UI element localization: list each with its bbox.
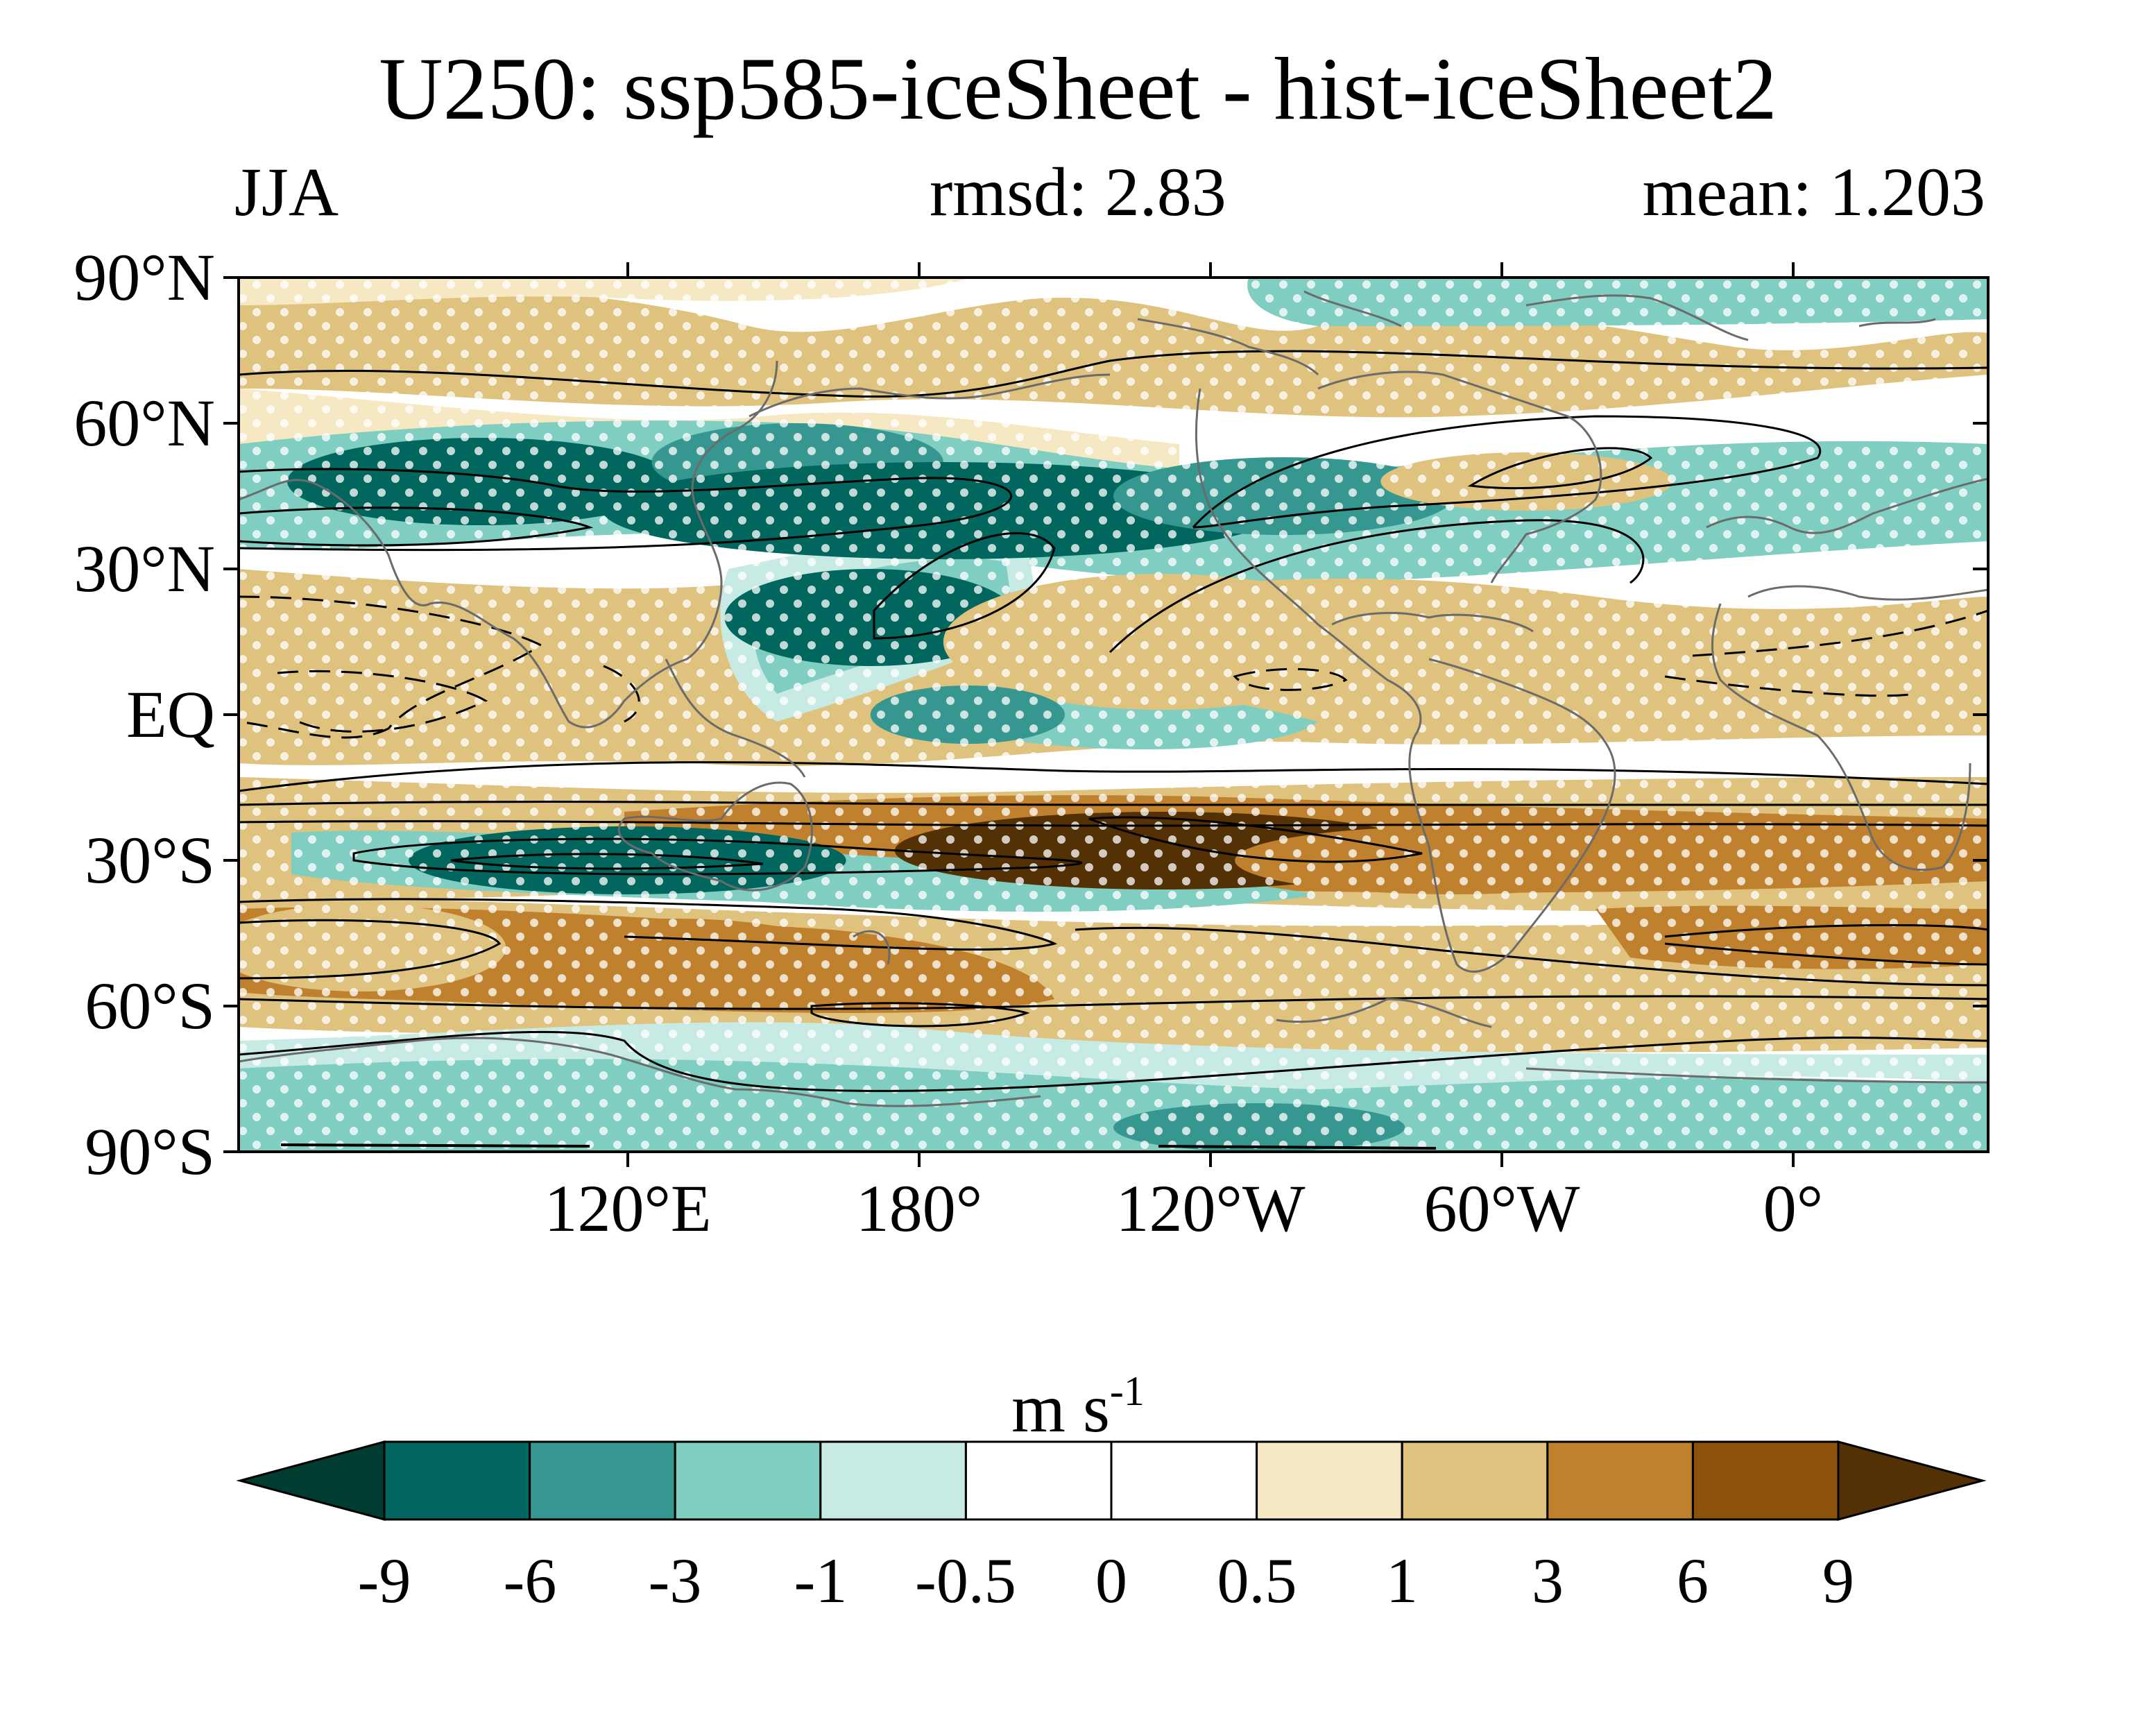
- map-area: [239, 278, 1988, 1152]
- map-ticks: [223, 262, 1988, 1167]
- colorbar-box: [819, 1440, 967, 1521]
- colorbar-label: 6: [1677, 1545, 1709, 1616]
- map-title: U250: ssp585-iceSheet - hist-iceSheet2: [379, 40, 1777, 138]
- colorbar-label: -9: [357, 1545, 411, 1616]
- lat-label-30n: 30°N: [74, 531, 215, 606]
- lat-label-90n: 90°N: [74, 240, 215, 314]
- colorbar-box: [964, 1440, 1113, 1521]
- units-base: m s: [1011, 1370, 1110, 1447]
- colorbar-label: -0.5: [915, 1545, 1016, 1616]
- colorbar-box: [1110, 1440, 1258, 1521]
- colorbar-label: -3: [648, 1545, 702, 1616]
- colorbar-label: 1: [1386, 1545, 1418, 1616]
- colorbar-box: [674, 1440, 822, 1521]
- colorbar-units: m s-1: [0, 1353, 2156, 1447]
- colorbar-boxes: [383, 1440, 1840, 1521]
- easterly-contours: [239, 595, 1988, 739]
- colorbar-box: [1691, 1440, 1840, 1521]
- coastlines: [239, 290, 1988, 1107]
- rmsd-label: rmsd: 2.83: [930, 153, 1226, 230]
- colorbar-box: [529, 1440, 676, 1521]
- units-exponent: -1: [1109, 1368, 1145, 1414]
- colorbar-label: 3: [1532, 1545, 1564, 1616]
- colorbar-box: [383, 1440, 531, 1521]
- lat-label-eq: EQ: [126, 677, 215, 751]
- climatology-contours: [239, 350, 1988, 1150]
- colorbar-box: [1401, 1440, 1549, 1521]
- season-label: JJA: [234, 153, 339, 230]
- colorbar: [236, 1440, 1987, 1521]
- colorbar-label: -1: [794, 1545, 848, 1616]
- colorbar-max-extension: [1837, 1440, 1987, 1521]
- colorbar-box: [1256, 1440, 1403, 1521]
- colorbar-label: 9: [1822, 1545, 1854, 1616]
- lat-label-90s: 90°S: [85, 1114, 215, 1189]
- lon-label-120e: 120°E: [544, 1171, 712, 1245]
- lat-label-60s: 60°S: [85, 969, 215, 1043]
- colorbar-min-extension: [236, 1440, 386, 1521]
- mean-label: mean: 1.203: [1642, 153, 1985, 230]
- lat-label-30s: 30°S: [85, 823, 215, 897]
- colorbar-label: 0: [1095, 1545, 1127, 1616]
- colorbar-label: 0.5: [1217, 1545, 1297, 1616]
- lon-label-0: 0°: [1763, 1171, 1824, 1245]
- lon-label-60w: 60°W: [1423, 1171, 1580, 1245]
- lon-label-180: 180°: [855, 1171, 983, 1245]
- colorbar-label: -6: [503, 1545, 557, 1616]
- lat-label-60n: 60°N: [74, 386, 215, 460]
- stipple-overlay: [239, 278, 1988, 1152]
- colorbar-box: [1546, 1440, 1694, 1521]
- lon-label-120w: 120°W: [1115, 1171, 1306, 1245]
